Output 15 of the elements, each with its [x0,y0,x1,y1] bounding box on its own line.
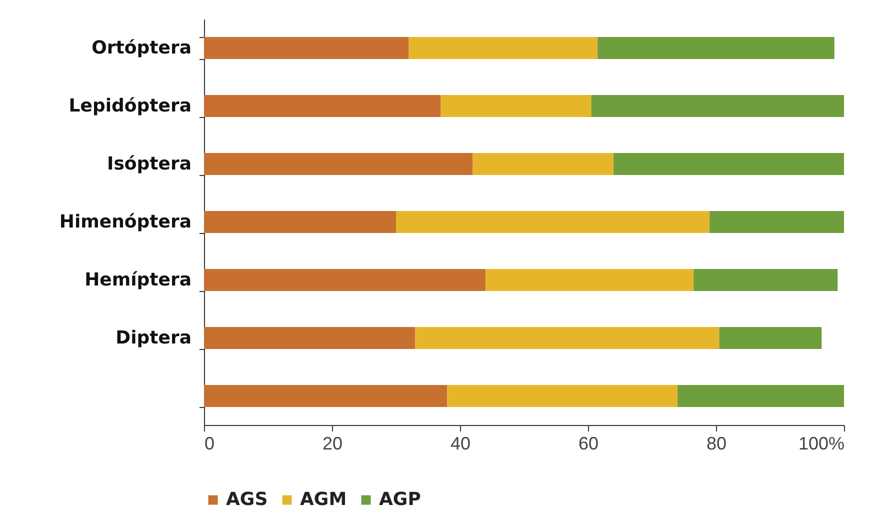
legend-label: AGP [379,489,421,510]
y-tick-label: Himenóptera [59,212,192,232]
y-tick-label: Isóptera [107,154,192,174]
y-tick-label: Ortóptera [92,38,192,58]
y-tick-label: Lepidóptera [68,96,192,116]
y-tick-label: Hemíptera [84,270,192,290]
x-tick-label: 40 [450,434,471,454]
x-tick-label: 0 [204,434,215,454]
x-tick-label: 80 [706,434,727,454]
y-tick-label: Diptera [116,328,192,348]
x-tick-label: 60 [578,434,599,454]
legend-label: AGM [300,489,347,510]
x-tick-label: 100% [798,434,844,454]
legend-label: AGS [226,489,268,510]
x-tick-label: 20 [322,434,343,454]
